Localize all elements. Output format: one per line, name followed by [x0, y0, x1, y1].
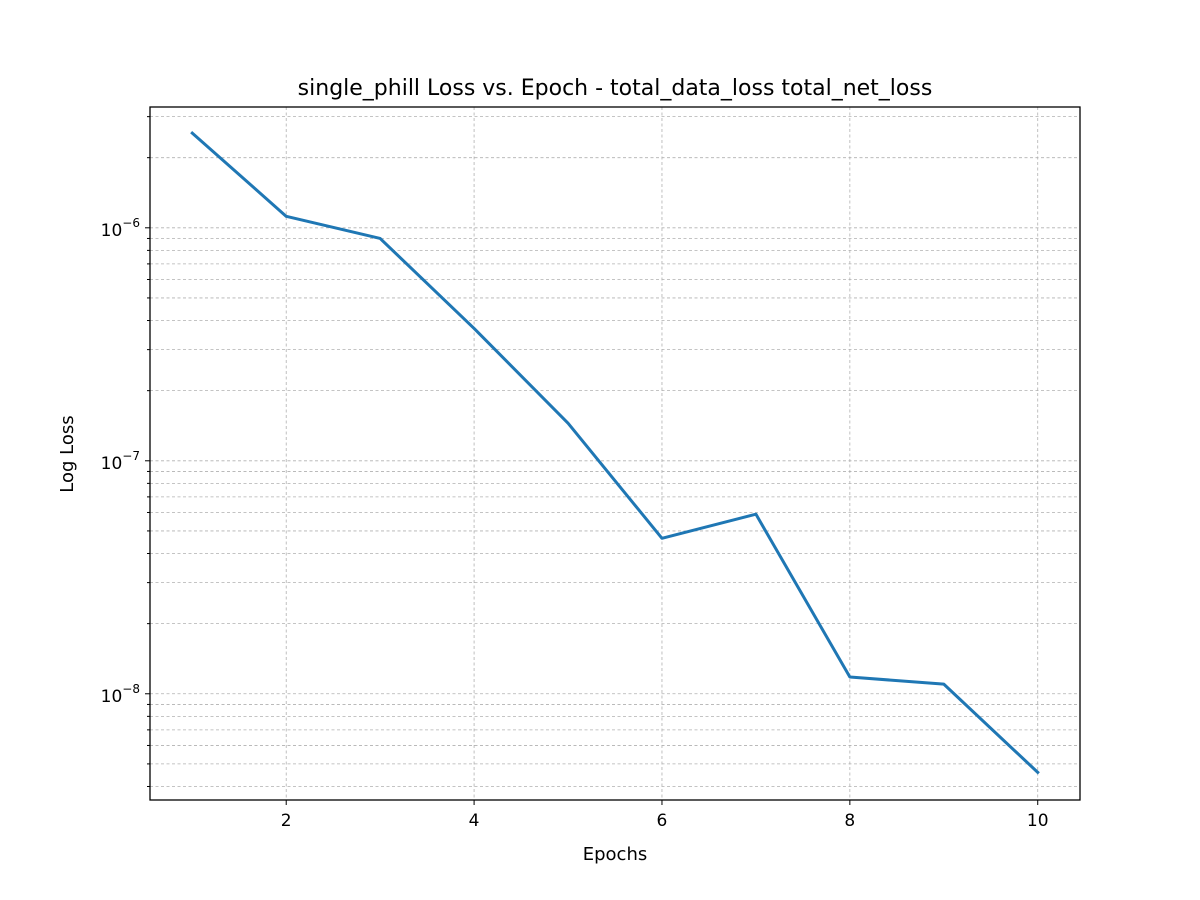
y-axis-label: Log Loss [57, 415, 78, 492]
axes-frame [149, 106, 1081, 801]
y-tick-label: 10−8 [101, 682, 140, 707]
x-tick-label: 10 [1027, 811, 1049, 831]
loss-series-line [190, 130, 1040, 775]
x-tick-label: 8 [844, 811, 855, 831]
x-tick-label: 6 [657, 811, 668, 831]
chart-title: single_phill Loss vs. Epoch - total_data… [298, 76, 933, 101]
y-tick-label: 10−6 [101, 216, 140, 241]
grid [150, 107, 1080, 800]
y-tick-label: 10−7 [101, 449, 140, 474]
ticks: 2 4 6 8 10 10−6 10−7 10−8 [101, 116, 1049, 831]
x-tick-label: 2 [281, 811, 292, 831]
x-axis-label: Epochs [583, 844, 648, 865]
plot-area [190, 130, 1040, 775]
x-tick-label: 4 [469, 811, 480, 831]
